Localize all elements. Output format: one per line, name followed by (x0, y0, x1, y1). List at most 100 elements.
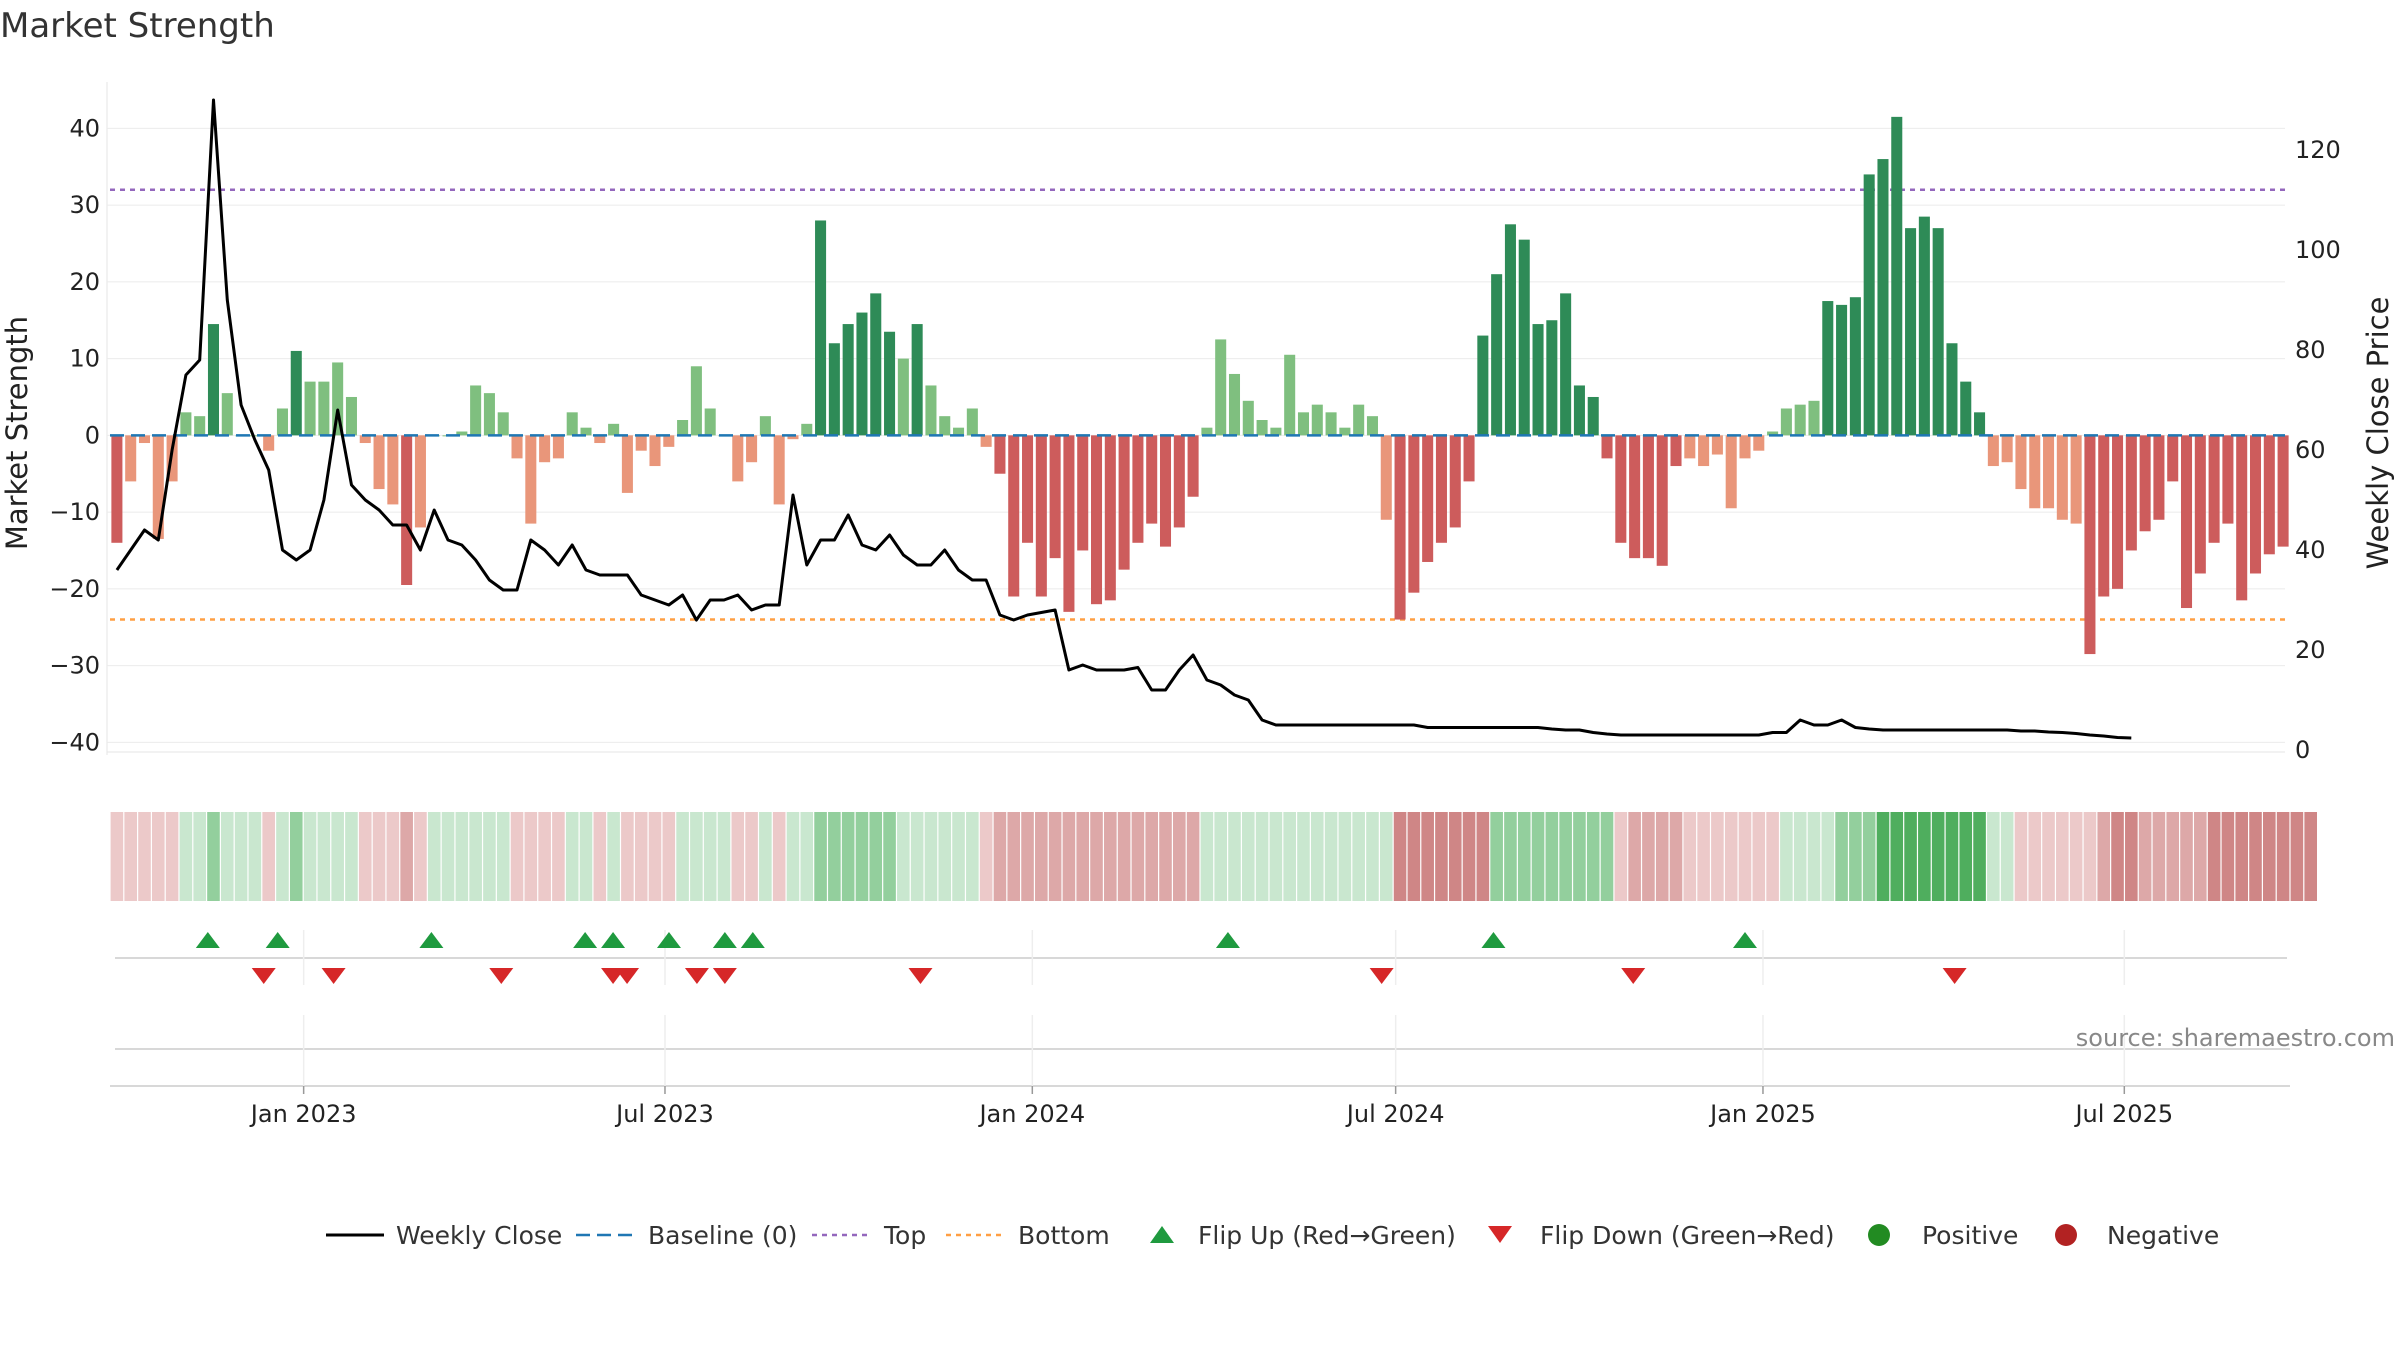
regime-cell (662, 812, 676, 901)
flip-down-marker (1942, 968, 1967, 984)
regime-cell (1007, 812, 1021, 901)
strength-bar (2167, 435, 2179, 482)
regime-cell (2152, 812, 2166, 901)
strength-bar (580, 427, 592, 436)
strength-bar (1960, 381, 1972, 436)
strength-bar (221, 393, 233, 436)
strength-bar (828, 343, 840, 436)
legend-label-top: Top (883, 1221, 926, 1250)
strength-bar (1918, 216, 1930, 436)
strength-bar (276, 408, 288, 436)
x-tick-label: Jul 2024 (1345, 1100, 1445, 1128)
strength-bar (1187, 435, 1199, 497)
flip-up-marker (712, 932, 737, 948)
regime-cell (1283, 812, 1296, 901)
flip-panel (115, 930, 2287, 985)
regime-cell (496, 812, 510, 901)
regime-cell (731, 812, 745, 901)
strength-bar (1974, 412, 1986, 436)
strength-bar (525, 435, 537, 524)
y2-tick-label: 100 (2295, 236, 2341, 264)
x-tick-label: Jan 2025 (1708, 1100, 1816, 1128)
strength-bar (1863, 174, 1875, 436)
legend-label-baseline: Baseline (0) (648, 1221, 797, 1250)
strength-bar (456, 431, 468, 436)
regime-cell (1021, 812, 1034, 901)
regime-cell (1876, 812, 1890, 901)
regime-cell (1959, 812, 1973, 901)
strength-bar (1449, 435, 1461, 528)
strength-bar (1587, 396, 1599, 436)
regime-cell (2235, 812, 2249, 901)
strength-bar (1325, 412, 1337, 436)
strength-bar (111, 435, 123, 543)
strength-bar (773, 435, 785, 505)
regime-cell (276, 812, 289, 901)
y-tick-label: 30 (69, 191, 100, 219)
strength-bar (1049, 435, 1061, 559)
strength-bar (1905, 228, 1917, 436)
y-tick-label: 10 (69, 345, 100, 373)
strength-bar (1215, 339, 1227, 436)
legend-label-negative: Negative (2107, 1221, 2219, 1250)
strength-bar (1435, 435, 1447, 543)
flip-up-marker (601, 932, 626, 948)
strength-bar (1366, 416, 1378, 436)
legend-swatch-positive (1868, 1224, 1890, 1246)
regime-cell (2180, 812, 2193, 901)
regime-cell (2276, 812, 2290, 901)
y-tick-label: 40 (69, 114, 100, 142)
regime-cell (1600, 812, 1614, 901)
regime-cell (1159, 812, 1172, 901)
regime-cell (2111, 812, 2124, 901)
regime-cell (1973, 812, 1986, 901)
regime-cell (331, 812, 344, 901)
strength-bar (1808, 400, 1820, 436)
regime-cell (1393, 812, 1407, 901)
regime-cell (2249, 812, 2262, 901)
regime-cell (124, 812, 137, 901)
regime-cell (358, 812, 372, 901)
strength-bar (1822, 301, 1834, 436)
right-axis-ticks: 120 100 80 60 40 20 0 (2295, 136, 2341, 764)
regime-cell (2000, 812, 2014, 901)
y2-tick-label: 120 (2295, 136, 2341, 164)
strength-bar (911, 324, 923, 436)
regime-cell (1545, 812, 1559, 901)
strength-bar (401, 435, 413, 585)
strength-bar (621, 435, 633, 493)
strength-bar (1532, 324, 1544, 436)
strength-bar (649, 435, 661, 467)
strength-bar (925, 385, 937, 436)
strength-bar (953, 427, 965, 436)
regime-cell (869, 812, 883, 901)
regime-cell (579, 812, 593, 901)
regime-cell (2207, 812, 2221, 901)
y-tick-label: −10 (49, 498, 100, 526)
strength-bar (1767, 431, 1779, 436)
regime-cell (2083, 812, 2097, 901)
legend-swatch-flip-up (1150, 1226, 1174, 1243)
regime-cell (1752, 812, 1766, 901)
strength-bar (470, 385, 482, 436)
regime-cell (2028, 812, 2042, 901)
regime-cell (1062, 812, 1076, 901)
regime-cell (1931, 812, 1945, 901)
flip-down-marker (1621, 968, 1646, 984)
regime-cell (1793, 812, 1807, 901)
strength-bar (511, 435, 523, 459)
y2-tick-label: 80 (2295, 336, 2326, 364)
regime-cell (745, 812, 758, 901)
regime-cell (1324, 812, 1338, 901)
regime-cell (193, 812, 206, 901)
strength-bar (1477, 335, 1489, 436)
y-tick-label: −30 (49, 652, 100, 680)
regime-cell (2290, 812, 2304, 901)
regime-cell (1435, 812, 1448, 901)
flip-up-marker (195, 932, 220, 948)
strength-bar (1022, 435, 1034, 543)
regime-cell (1738, 812, 1752, 901)
regime-cell (1614, 812, 1628, 901)
regime-cell (469, 812, 482, 901)
